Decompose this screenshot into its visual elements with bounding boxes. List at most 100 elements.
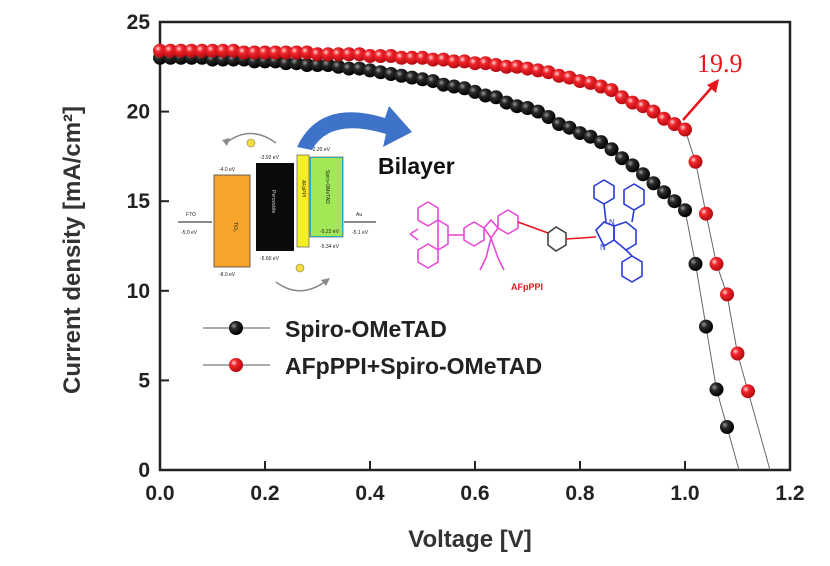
- data-point: [615, 90, 629, 105]
- svg-text:-5.0 eV: -5.0 eV: [181, 230, 198, 236]
- data-point: [289, 45, 304, 60]
- perovskite-band: [256, 163, 294, 251]
- pce-arrow: [682, 85, 714, 121]
- data-point: [352, 61, 367, 76]
- data-point: [646, 176, 661, 191]
- svg-text:-3.92 eV: -3.92 eV: [260, 155, 280, 161]
- data-point: [279, 56, 293, 71]
- data-point: [352, 47, 367, 62]
- svg-text:Perovskite: Perovskite: [270, 190, 276, 214]
- x-tick-label: 0.4: [355, 482, 385, 505]
- svg-text:-5.34 eV: -5.34 eV: [320, 244, 340, 250]
- data-point: [615, 151, 629, 166]
- y-tick-label: 25: [127, 11, 151, 34]
- data-point: [552, 68, 566, 83]
- y-axis-title: Current density [mA/cm²]: [59, 106, 86, 394]
- data-point: [604, 83, 619, 98]
- data-point: [216, 43, 230, 58]
- data-point: [237, 45, 251, 60]
- data-point: [720, 287, 734, 302]
- data-point: [604, 142, 619, 157]
- data-point: [310, 47, 325, 62]
- legend-label-spiro: Spiro-OMeTAD: [285, 316, 447, 342]
- data-point: [562, 120, 577, 135]
- y-tick-label: 10: [127, 280, 150, 303]
- data-point: [688, 256, 703, 271]
- data-point: [405, 70, 419, 85]
- data-point: [415, 50, 430, 65]
- data-point: [174, 43, 188, 58]
- tio2-band: [213, 174, 251, 268]
- data-point: [667, 117, 682, 132]
- data-point: [279, 45, 293, 60]
- svg-text:FTO: FTO: [186, 212, 196, 218]
- data-point: [363, 49, 377, 63]
- data-point: [247, 45, 262, 60]
- data-point: [384, 49, 398, 63]
- svg-text:-5.60 eV: -5.60 eV: [260, 256, 280, 262]
- svg-text:-4.0 eV: -4.0 eV: [219, 167, 236, 173]
- data-point: [636, 99, 650, 114]
- data-point: [594, 135, 608, 150]
- legend-label-afpppi: AFpPPI+Spiro-OMeTAD: [285, 353, 542, 379]
- data-point: [163, 43, 178, 58]
- data-point: [699, 206, 713, 221]
- data-point: [258, 45, 272, 60]
- data-point: [510, 59, 524, 74]
- data-point: [384, 67, 398, 81]
- data-point: [415, 72, 430, 87]
- data-point: [520, 61, 535, 76]
- data-point: [741, 384, 755, 399]
- data-point: [436, 77, 451, 92]
- svg-text:-2.20 eV: -2.20 eV: [311, 147, 331, 153]
- data-point: [667, 194, 682, 209]
- data-point: [541, 110, 556, 124]
- y-tick-label: 0: [138, 459, 150, 482]
- data-point: [426, 74, 440, 89]
- data-point: [636, 167, 650, 182]
- data-point: [447, 54, 461, 69]
- legend: Spiro-OMeTAD AFpPPI+Spiro-OMeTAD: [203, 316, 542, 379]
- data-point: [394, 50, 409, 65]
- data-point: [657, 111, 671, 126]
- bilayer-label: Bilayer: [378, 153, 455, 179]
- data-point: [426, 52, 440, 67]
- data-point: [268, 45, 283, 60]
- data-point: [226, 43, 241, 58]
- data-point: [720, 420, 734, 434]
- data-point: [373, 65, 388, 80]
- data-point: [678, 122, 692, 137]
- data-point: [499, 95, 514, 110]
- data-point: [436, 52, 451, 67]
- data-point: [531, 104, 545, 119]
- legend-item-afpppi: AFpPPI+Spiro-OMeTAD: [203, 353, 542, 379]
- data-point: [184, 43, 199, 58]
- x-tick-label: 0.8: [565, 482, 595, 505]
- data-point: [573, 74, 587, 89]
- data-point: [289, 56, 304, 71]
- data-point: [457, 54, 472, 69]
- data-point: [342, 61, 356, 76]
- data-point: [300, 58, 314, 72]
- data-point: [520, 101, 535, 115]
- pce-annotation: 19.9: [697, 49, 743, 78]
- data-point: [489, 58, 503, 72]
- y-tick-label: 20: [127, 101, 150, 124]
- fit-lines: [160, 50, 771, 471]
- energy-diagram-inset: FTO -5.0 eV -4.0 eV -8.0 eV TiO₂ -3.92 e…: [178, 132, 376, 292]
- svg-text:TiO₂: TiO₂: [232, 222, 238, 232]
- svg-text:N: N: [609, 218, 615, 227]
- data-point: [583, 129, 598, 144]
- series-afpppi-spiro: [153, 43, 755, 399]
- data-point: [552, 117, 566, 132]
- data-point: [405, 50, 419, 65]
- data-point: [195, 43, 209, 58]
- data-point: [541, 65, 556, 80]
- data-point: [373, 49, 388, 63]
- data-point: [573, 126, 587, 141]
- svg-text:Au: Au: [356, 212, 362, 218]
- data-point: [468, 56, 482, 71]
- svg-text:-8.0 eV: -8.0 eV: [219, 272, 236, 278]
- x-tick-label: 0.2: [250, 482, 279, 505]
- data-point: [646, 104, 661, 119]
